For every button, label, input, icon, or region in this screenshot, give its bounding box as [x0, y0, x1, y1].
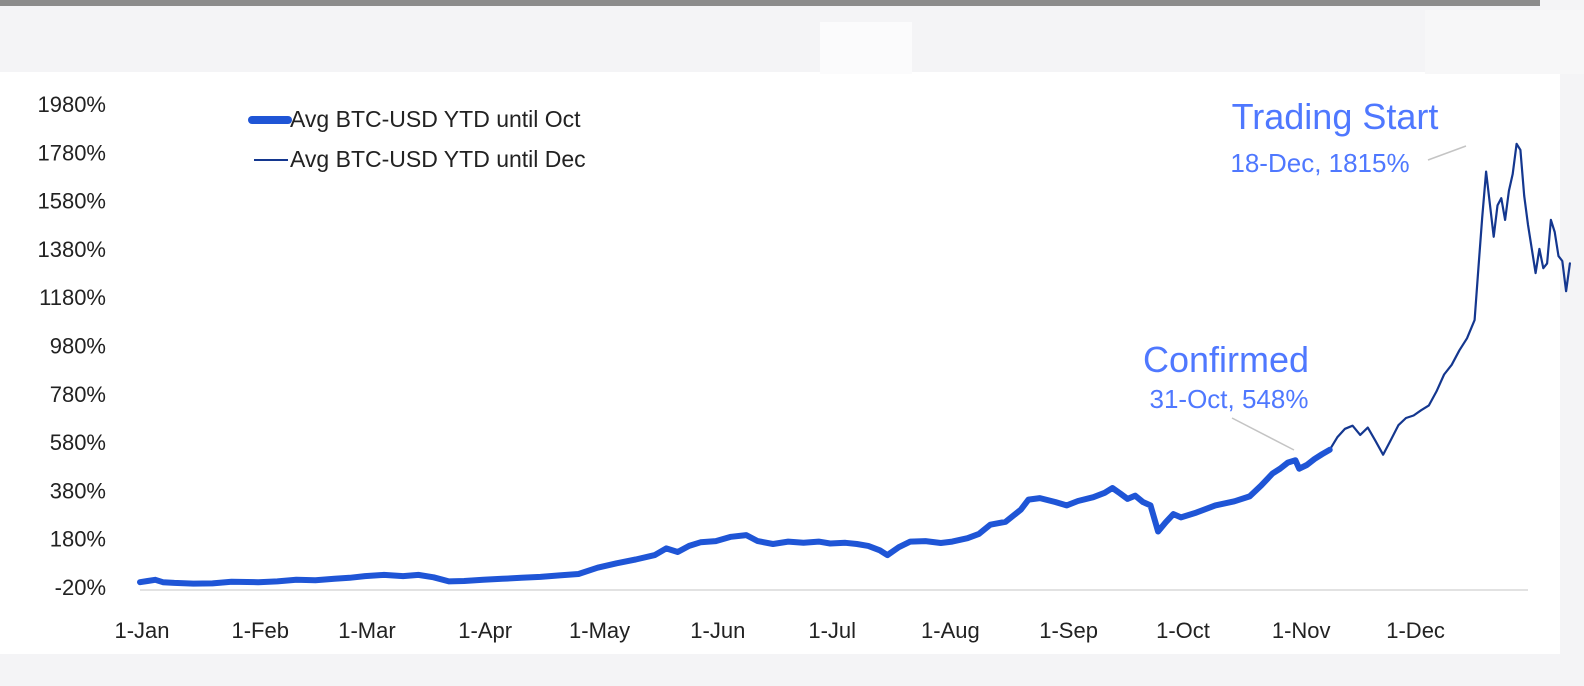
chart-background — [0, 72, 1560, 654]
x-tick-label: 1-Sep — [1039, 618, 1098, 643]
y-axis-ticks: -20% 180% 380% 580% 780% 980% 1180% 1380% 1580% 1… — [37, 92, 106, 600]
annotation-subtitle-confirmed: 31-Oct, 548% — [1150, 384, 1309, 414]
background-shape — [1425, 10, 1584, 74]
y-tick-label: 980% — [50, 334, 106, 359]
y-tick-label: 780% — [50, 382, 106, 407]
x-tick-label: 1-Aug — [921, 618, 980, 643]
legend-label-oct: Avg BTC-USD YTD until Oct — [290, 106, 581, 132]
y-tick-label: 1580% — [37, 189, 106, 214]
x-tick-label: 1-Jan — [114, 618, 169, 643]
y-tick-label: 380% — [50, 478, 106, 503]
y-tick-label: 580% — [50, 430, 106, 455]
annotation-confirmed: Confirmed 31-Oct, 548% — [1143, 339, 1309, 451]
y-tick-label: 1980% — [37, 92, 106, 117]
annotation-leader-confirmed — [1231, 417, 1295, 451]
annotation-trading-start: Trading Start 18-Dec, 1815% — [1230, 96, 1467, 178]
x-axis-ticks: 1-Jan 1-Feb 1-Mar 1-Apr 1-May 1-Jun 1-Jul 1-Aug… — [114, 618, 1444, 643]
annotation-leader-trading-start — [1427, 145, 1467, 161]
x-tick-label: 1-Apr — [458, 618, 512, 643]
x-tick-label: 1-Nov — [1272, 618, 1331, 643]
x-tick-label: 1-Oct — [1156, 618, 1210, 643]
series-line-dec — [1328, 142, 1571, 456]
top-rule — [0, 0, 1540, 6]
annotation-title-confirmed: Confirmed — [1143, 339, 1309, 380]
series-layer — [137, 142, 1571, 587]
y-tick-label: 1380% — [37, 237, 106, 262]
x-tick-label: 1-Jul — [808, 618, 856, 643]
x-tick-label: 1-Feb — [231, 618, 288, 643]
x-tick-label: 1-Mar — [338, 618, 395, 643]
annotation-title-trading-start: Trading Start — [1232, 96, 1439, 137]
x-tick-label: 1-Jun — [690, 618, 745, 643]
y-tick-label: -20% — [55, 575, 106, 600]
annotation-subtitle-trading-start: 18-Dec, 1815% — [1230, 148, 1409, 178]
y-tick-label: 180% — [50, 527, 106, 552]
legend: Avg BTC-USD YTD until Oct Avg BTC-USD YT… — [248, 106, 586, 172]
y-tick-label: 1180% — [39, 285, 106, 310]
y-tick-label: 1780% — [37, 140, 106, 165]
background-shape — [820, 22, 912, 74]
x-tick-label: 1-May — [569, 618, 630, 643]
legend-label-dec: Avg BTC-USD YTD until Dec — [290, 146, 586, 172]
x-tick-label: 1-Dec — [1386, 618, 1445, 643]
series-line-oct — [137, 446, 1333, 587]
